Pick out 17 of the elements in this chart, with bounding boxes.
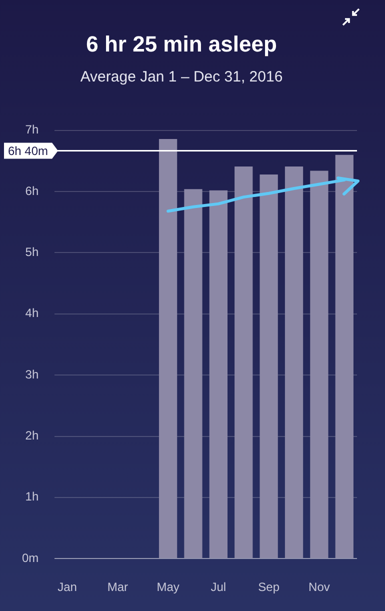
x-tick-label: Mar bbox=[107, 580, 128, 594]
ref-line-label: 6h 40m bbox=[8, 144, 48, 158]
x-tick-label: May bbox=[156, 580, 180, 594]
y-tick-label: 1h bbox=[25, 490, 39, 504]
x-tick-label: Jan bbox=[58, 580, 77, 594]
chart-subtitle: Average Jan 1 – Dec 31, 2016 bbox=[80, 68, 283, 86]
x-tick-label: Sep bbox=[258, 580, 280, 594]
y-tick-label: 3h bbox=[25, 367, 39, 382]
y-tick-label: 0m bbox=[22, 550, 39, 565]
y-tick-label: 6h bbox=[25, 184, 39, 198]
y-tick-label: 5h bbox=[25, 245, 39, 260]
y-tick-label: 7h bbox=[25, 122, 39, 137]
y-tick-label: 4h bbox=[25, 306, 39, 320]
y-tick-label: 2h bbox=[25, 428, 39, 443]
chart-title: 6 hr 25 min asleep bbox=[86, 31, 277, 56]
x-tick-label: Nov bbox=[308, 580, 330, 594]
x-tick-label: Jul bbox=[210, 580, 226, 594]
